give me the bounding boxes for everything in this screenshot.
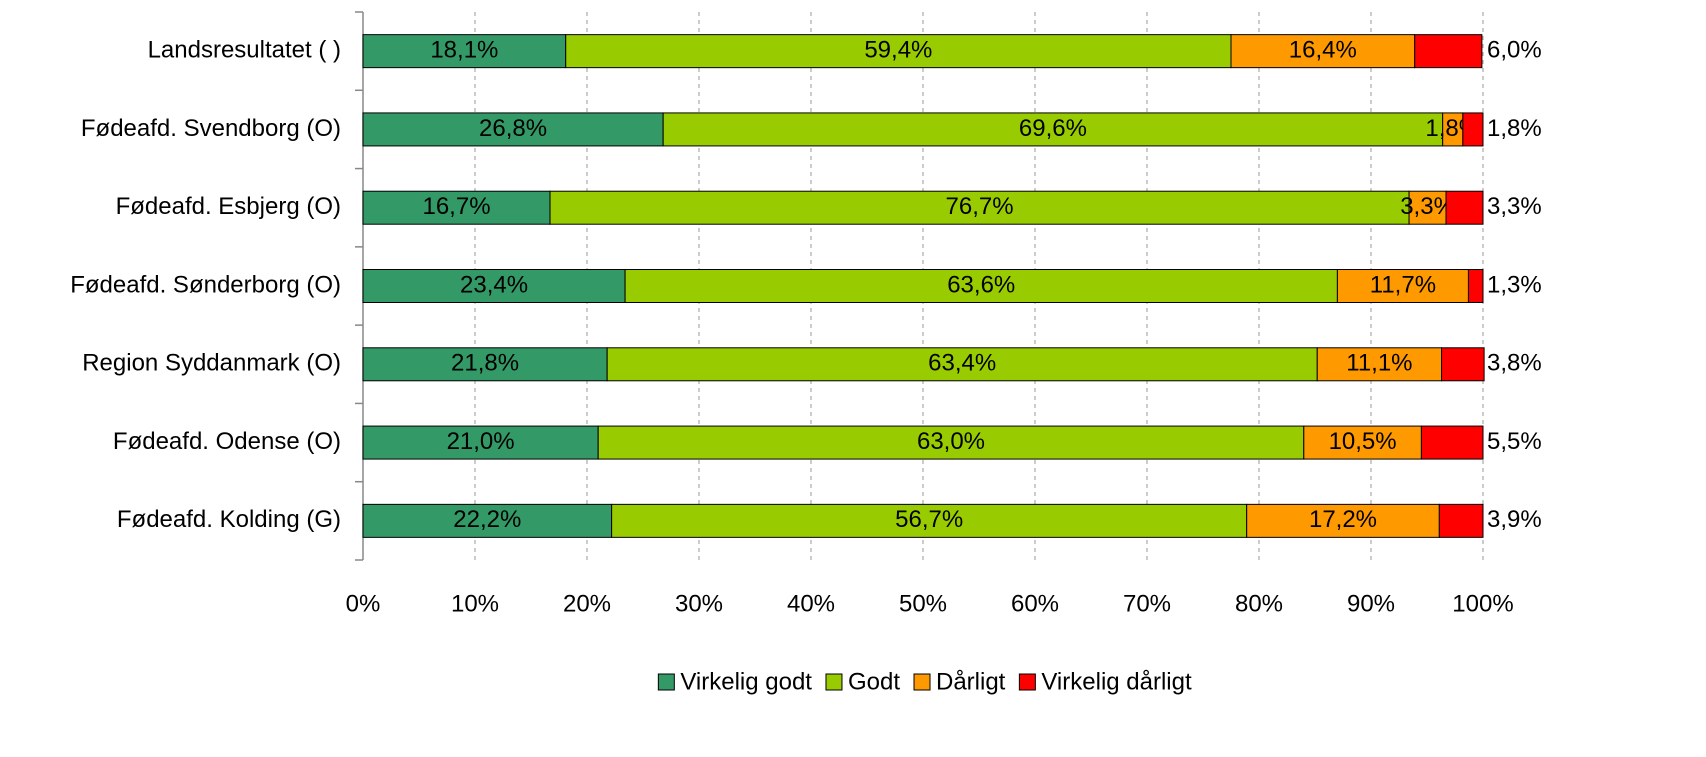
bar-segment bbox=[362, 190, 551, 225]
data-label: 1,3% bbox=[1487, 271, 1542, 298]
data-label: 18,1% bbox=[430, 36, 498, 63]
x-tick-label: 80% bbox=[1235, 590, 1283, 617]
bar-segment bbox=[362, 269, 626, 303]
legend-label: Virkelig dårligt bbox=[1041, 668, 1192, 695]
y-tick-label: Fødeafd. Esbjerg (O) bbox=[116, 193, 341, 220]
y-tick-label: Fødeafd. Svendborg (O) bbox=[81, 115, 341, 142]
bar-segment bbox=[565, 34, 1232, 69]
x-tick-label: 20% bbox=[563, 590, 611, 617]
data-label: 76,7% bbox=[946, 193, 1014, 220]
bar-segment bbox=[662, 112, 1444, 147]
y-tick-label: Fødeafd. Sønderborg (O) bbox=[70, 271, 341, 298]
legend-label: Godt bbox=[848, 668, 900, 695]
bar-segment bbox=[1467, 269, 1484, 303]
y-tick-label: Landsresultatet ( ) bbox=[148, 36, 341, 63]
bar-segment bbox=[1230, 34, 1416, 69]
data-label: 59,4% bbox=[864, 36, 932, 63]
data-label: 63,4% bbox=[928, 350, 996, 377]
data-label: 11,7% bbox=[1370, 271, 1436, 298]
data-label: 5,5% bbox=[1487, 428, 1542, 455]
data-label: 16,4% bbox=[1289, 36, 1357, 63]
x-tick-label: 10% bbox=[451, 590, 499, 617]
data-label: 21,0% bbox=[447, 428, 515, 455]
bar-segment bbox=[1420, 425, 1484, 460]
x-tick-label: 60% bbox=[1011, 590, 1059, 617]
data-label: 16,7% bbox=[422, 193, 490, 220]
legend-swatch bbox=[913, 673, 931, 691]
bar-segment bbox=[1316, 347, 1443, 382]
bar-segment bbox=[549, 190, 1410, 225]
data-label: 21,8% bbox=[451, 350, 519, 377]
bar-segment bbox=[624, 269, 1338, 303]
bar-segment bbox=[597, 425, 1305, 460]
x-tick-label: 0% bbox=[346, 590, 381, 617]
bar-segment bbox=[1303, 425, 1422, 460]
bar-segment bbox=[1445, 190, 1484, 225]
data-label: 22,2% bbox=[453, 506, 521, 533]
x-tick-label: 40% bbox=[787, 590, 835, 617]
bar-segment bbox=[1246, 503, 1440, 538]
y-tick-label: Fødeafd. Odense (O) bbox=[113, 428, 341, 455]
bar-segment bbox=[362, 112, 664, 147]
data-label: 23,4% bbox=[460, 271, 528, 298]
data-label: 63,0% bbox=[917, 428, 985, 455]
bar-segment bbox=[1408, 190, 1447, 225]
bar-segment bbox=[1462, 112, 1484, 147]
bar-segment bbox=[362, 425, 599, 460]
y-tick-label: Region Syddanmark (O) bbox=[82, 350, 341, 377]
x-tick-label: 100% bbox=[1452, 590, 1513, 617]
bar-segment bbox=[1336, 269, 1469, 303]
legend-label: Dårligt bbox=[936, 668, 1006, 695]
data-label: 1,8% bbox=[1487, 115, 1542, 142]
data-label: 3,8% bbox=[1487, 350, 1542, 377]
bar-segment bbox=[362, 34, 567, 69]
data-label: 6,0% bbox=[1487, 36, 1542, 63]
legend-swatch bbox=[1018, 673, 1036, 691]
data-label: 3,9% bbox=[1487, 506, 1542, 533]
y-tick-label: Fødeafd. Kolding (G) bbox=[117, 506, 341, 533]
bar-segment bbox=[1438, 503, 1484, 538]
data-label: 11,1% bbox=[1346, 350, 1412, 377]
data-label: 26,8% bbox=[479, 115, 547, 142]
bar-segment bbox=[362, 503, 613, 538]
data-label: 69,6% bbox=[1019, 115, 1087, 142]
data-label: 56,7% bbox=[895, 506, 963, 533]
bar-segment bbox=[1414, 34, 1483, 69]
x-tick-label: 90% bbox=[1347, 590, 1395, 617]
data-label: 3,3% bbox=[1487, 193, 1542, 220]
legend-swatch bbox=[657, 673, 675, 691]
legend-swatch bbox=[825, 673, 843, 691]
bar-segment bbox=[1441, 347, 1485, 382]
x-tick-label: 50% bbox=[899, 590, 947, 617]
x-tick-label: 30% bbox=[675, 590, 723, 617]
legend-label: Virkelig godt bbox=[680, 668, 812, 695]
data-label: 10,5% bbox=[1329, 428, 1397, 455]
data-label: 63,6% bbox=[947, 271, 1015, 298]
bar-segment bbox=[362, 347, 608, 382]
data-label: 17,2% bbox=[1309, 506, 1377, 533]
x-tick-label: 70% bbox=[1123, 590, 1171, 617]
